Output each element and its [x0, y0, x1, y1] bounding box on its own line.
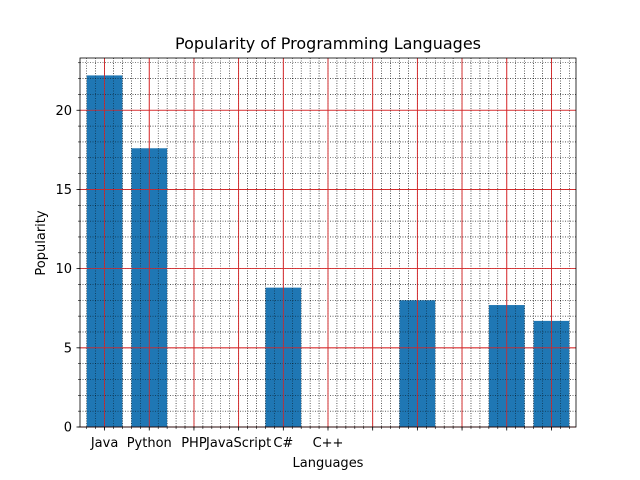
x-tick-label: PHP — [181, 436, 207, 451]
y-tick-label: 20 — [55, 104, 72, 119]
x-tick-label: JavaScript — [205, 436, 271, 451]
x-tick-label: C++ — [313, 436, 344, 451]
y-axis-label: Popularity — [34, 210, 49, 275]
y-tick-label: 10 — [55, 262, 72, 277]
x-tick-label: C# — [273, 436, 293, 451]
x-tick-label: Python — [127, 436, 172, 451]
chart-title: Popularity of Programming Languages — [175, 34, 481, 53]
y-tick-label: 15 — [55, 183, 72, 198]
ticks: 0 5 10 15 20 Java Python PHP JavaScript C# C++ — [55, 62, 570, 451]
y-tick-label: 0 — [64, 421, 72, 436]
y-tick-label: 5 — [64, 341, 72, 356]
x-tick-label: Java — [90, 436, 118, 451]
x-axis-label: Languages — [293, 456, 364, 471]
grid-overlay — [80, 58, 576, 428]
